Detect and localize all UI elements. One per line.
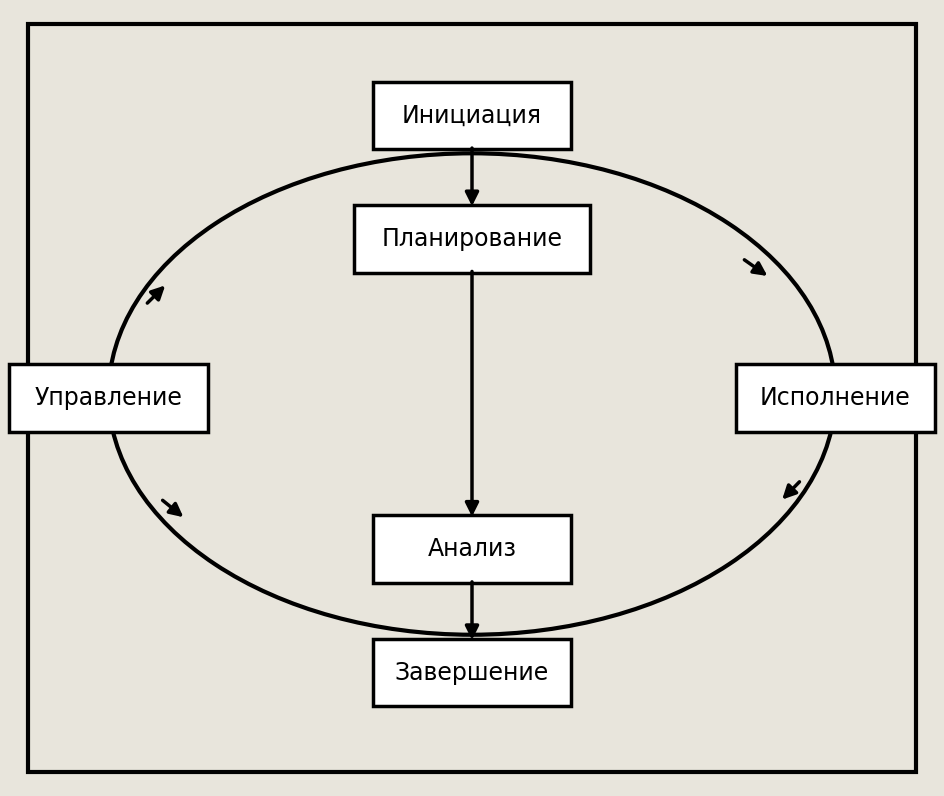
FancyBboxPatch shape: [373, 516, 571, 583]
Text: Инициация: Инициация: [402, 103, 542, 127]
Text: Управление: Управление: [35, 386, 182, 410]
FancyBboxPatch shape: [9, 365, 208, 431]
FancyBboxPatch shape: [373, 638, 571, 707]
Text: Завершение: Завершение: [395, 661, 549, 685]
FancyBboxPatch shape: [736, 365, 935, 431]
FancyBboxPatch shape: [373, 82, 571, 150]
Text: Исполнение: Исполнение: [760, 386, 911, 410]
Text: Планирование: Планирование: [381, 227, 563, 251]
Text: Анализ: Анализ: [428, 537, 516, 561]
FancyBboxPatch shape: [354, 205, 590, 272]
